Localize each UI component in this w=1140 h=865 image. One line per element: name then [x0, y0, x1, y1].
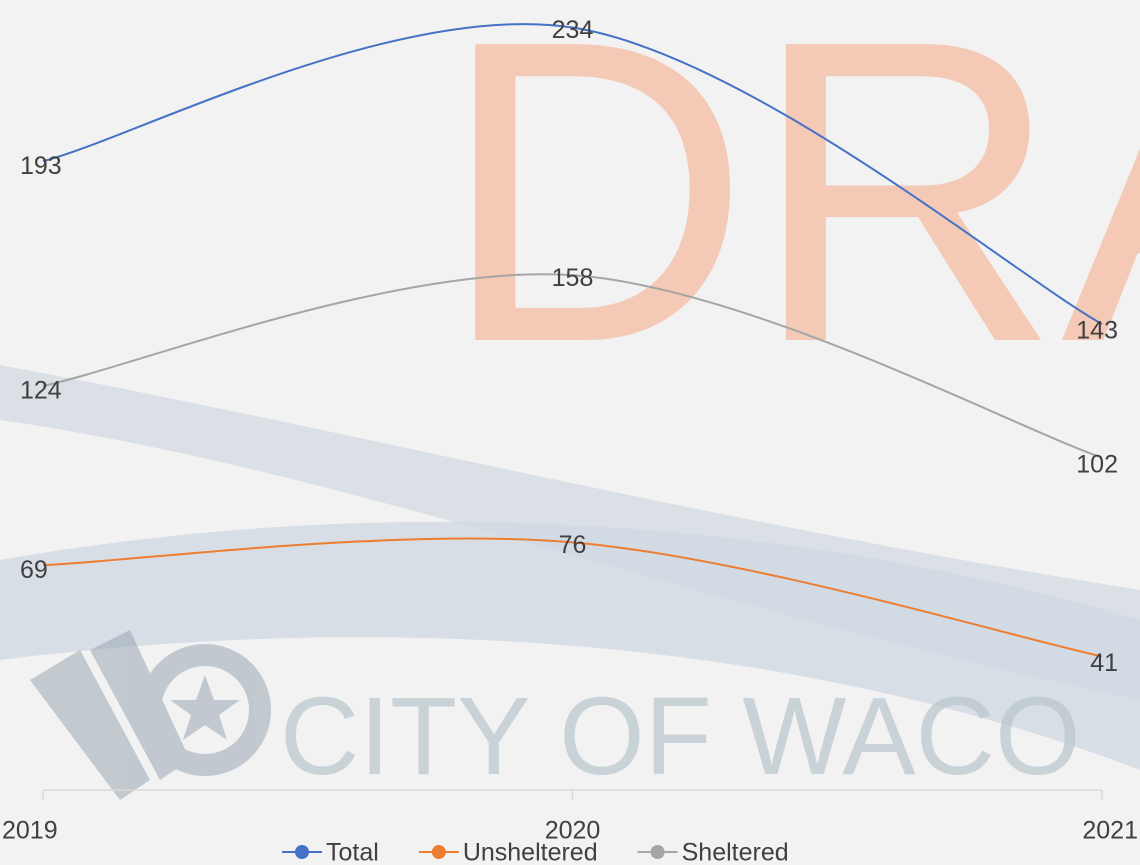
data-label: 234 — [552, 16, 594, 44]
data-label: 143 — [1076, 317, 1118, 345]
watermark: DRAFT — [440, 0, 1140, 432]
x-tick-label: 2020 — [545, 817, 601, 845]
data-label: 193 — [20, 152, 62, 180]
brand: CITY OF WACO — [280, 675, 1081, 798]
legend-label: Sheltered — [682, 839, 789, 865]
logo — [30, 630, 271, 800]
legend-marker — [650, 845, 665, 859]
x-tick-label: 2021 — [1082, 817, 1138, 845]
series-line — [42, 273, 1103, 459]
series-line — [42, 23, 1103, 325]
data-label: 158 — [552, 264, 594, 292]
legend-marker — [295, 845, 309, 859]
swoosh — [0, 521, 1140, 770]
legend: Total Unsheltered Sheltered — [282, 839, 789, 865]
data-label: 76 — [559, 531, 587, 559]
x-tick-label: 2019 — [2, 817, 58, 845]
series-line — [42, 537, 1103, 658]
data-label: 41 — [1090, 649, 1118, 677]
legend-label: Unsheltered — [463, 839, 598, 865]
data-label: 69 — [20, 556, 48, 584]
data-label: 102 — [1076, 450, 1118, 478]
data-label: 124 — [20, 377, 62, 405]
legend-marker — [431, 845, 446, 859]
legend-label: Total — [326, 839, 379, 865]
